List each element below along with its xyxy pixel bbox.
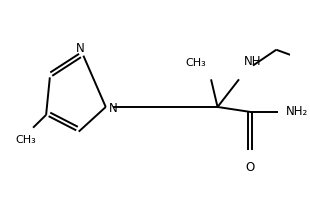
Text: CH₃: CH₃: [186, 58, 206, 67]
Text: NH₂: NH₂: [286, 105, 308, 118]
Text: N: N: [108, 102, 117, 116]
Text: CH₃: CH₃: [15, 135, 36, 145]
Text: O: O: [246, 161, 255, 174]
Text: NH: NH: [244, 55, 261, 67]
Text: N: N: [76, 42, 85, 55]
